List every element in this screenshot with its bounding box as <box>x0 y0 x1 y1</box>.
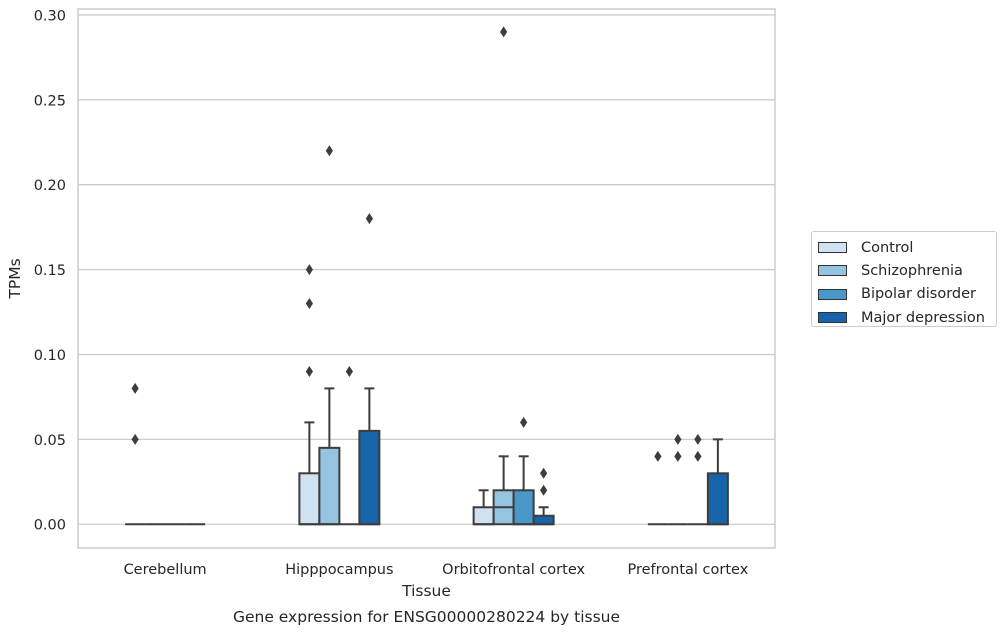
legend-swatch-schizophrenia <box>818 265 847 277</box>
box-control-orbitofrontal-cortex <box>472 489 495 526</box>
box-schizophrenia-prefrontal-cortex <box>667 433 688 526</box>
legend-item-schizophrenia: Schizophrenia <box>818 259 996 282</box>
series-schizophrenia <box>145 26 688 526</box>
box-bipolar-disorder-hipppocampus <box>339 365 360 526</box>
box-major-depression-prefrontal-cortex <box>706 438 729 526</box>
x-tick-label-cerebellum: Cerebellum <box>124 562 207 578</box>
outlier-point <box>540 484 548 496</box>
box-bipolar-disorder-prefrontal-cortex <box>687 433 708 526</box>
y-tick-label: 0.00 <box>34 518 66 534</box>
grid-lines <box>78 14 775 525</box>
y-axis-label: TPMs <box>6 258 24 299</box>
legend-swatch-major-depression <box>818 312 847 324</box>
y-tick-label: 0.30 <box>34 8 66 24</box>
box-body <box>298 472 321 526</box>
box-body <box>532 514 555 526</box>
box-schizophrenia-hipppocampus <box>318 145 341 526</box>
legend-label-schizophrenia: Schizophrenia <box>861 262 963 279</box>
box-body <box>358 429 381 526</box>
y-tick-label: 0.25 <box>34 93 66 109</box>
series-bipolar-disorder <box>165 365 708 526</box>
outlier-point <box>305 298 313 310</box>
x-tick-labels: Cerebellum Hipppocampus Orbitofrontal cort… <box>124 562 749 578</box>
outlier-point <box>694 433 702 445</box>
outlier-point <box>131 382 139 394</box>
outlier-point <box>305 365 313 377</box>
outlier-point <box>305 264 313 276</box>
legend-item-control: Control <box>818 236 996 259</box>
box-control-cerebellum <box>125 382 146 526</box>
y-tick-label: 0.05 <box>34 433 66 449</box>
box-control-prefrontal-cortex <box>647 450 668 526</box>
legend-label-bipolar-disorder: Bipolar disorder <box>861 286 976 303</box>
y-tick-label: 0.20 <box>34 178 66 194</box>
x-tick-label-orbitofrontal-cortex: Orbitofrontal cortex <box>442 562 585 578</box>
box-body <box>512 489 535 526</box>
outlier-point <box>365 213 373 225</box>
x-tick-label-hipppocampus: Hipppocampus <box>285 562 393 578</box>
outlier-point <box>654 450 662 462</box>
outlier-point <box>540 467 548 479</box>
legend-swatch-bipolar-disorder <box>818 288 847 300</box>
box-major-depression-hipppocampus <box>358 213 381 526</box>
box-body <box>706 472 729 526</box>
legend-item-bipolar-disorder: Bipolar disorder <box>818 283 996 306</box>
legend-swatch-control <box>818 242 847 254</box>
outlier-point <box>345 365 353 377</box>
legend-label-major-depression: Major depression <box>861 309 985 326</box>
y-tick-label: 0.15 <box>34 263 66 279</box>
x-tick-label-prefrontal-cortex: Prefrontal cortex <box>627 562 748 578</box>
outlier-point <box>131 433 139 445</box>
legend-label-control: Control <box>861 239 914 256</box>
box-body <box>472 506 495 526</box>
plot-area-frame <box>77 8 776 549</box>
series-control <box>125 264 668 526</box>
box-control-hipppocampus <box>298 264 321 526</box>
legend: Control Schizophrenia Bipolar disorder M… <box>811 231 997 327</box>
outlier-point <box>674 450 682 462</box>
series-major-depression <box>185 213 729 526</box>
x-axis-label: Tissue <box>401 582 451 600</box>
outlier-point <box>325 145 333 157</box>
box-schizophrenia-orbitofrontal-cortex <box>492 26 515 526</box>
outlier-point <box>674 433 682 445</box>
box-body <box>318 446 341 526</box>
legend-item-major-depression: Major depression <box>818 306 996 329</box>
chart-title: Gene expression for ENSG00000280224 by t… <box>233 608 620 626</box>
y-tick-labels: 0.00 0.05 0.10 0.15 0.20 0.25 0.30 <box>34 8 66 533</box>
box-major-depression-orbitofrontal-cortex <box>532 467 555 526</box>
box-bipolar-disorder-orbitofrontal-cortex <box>512 416 535 526</box>
outlier-point <box>500 26 508 38</box>
outlier-point <box>694 450 702 462</box>
box-series <box>125 26 729 526</box>
outlier-point <box>520 416 528 428</box>
y-tick-label: 0.10 <box>34 348 66 364</box>
